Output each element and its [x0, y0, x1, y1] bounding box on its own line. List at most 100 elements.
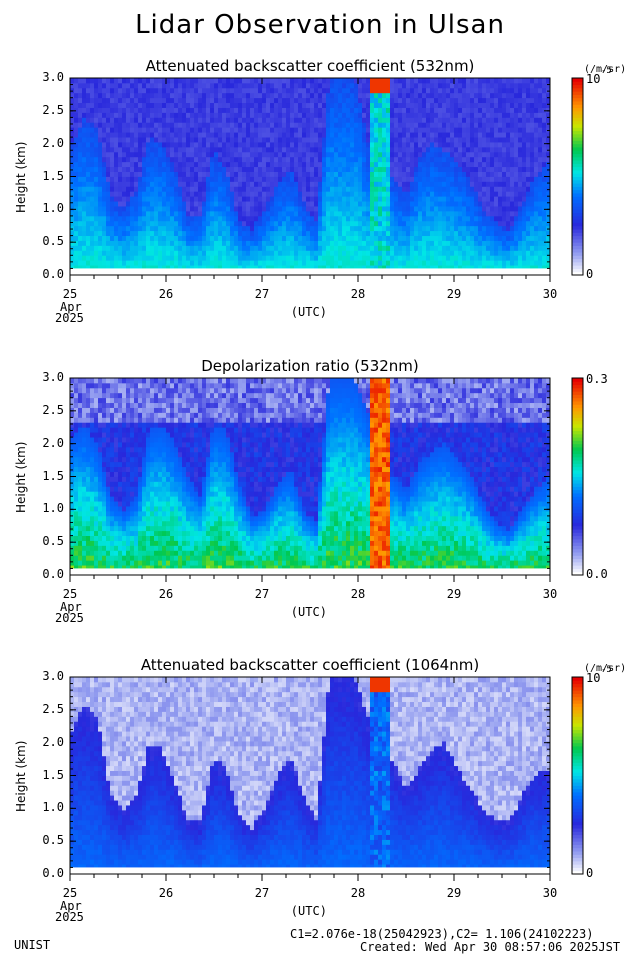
heatmap-cell — [402, 255, 407, 261]
heatmap-cell — [538, 201, 543, 207]
heatmap-cell — [506, 220, 511, 227]
heatmap-cell — [266, 82, 271, 89]
heatmap-cell — [490, 215, 495, 222]
heatmap-cell — [250, 220, 255, 227]
heatmap-cell — [74, 142, 79, 148]
heatmap-cell — [146, 235, 151, 241]
heatmap-cell — [502, 235, 507, 241]
heatmap-cell — [458, 87, 463, 94]
heatmap-cell — [94, 260, 99, 266]
heatmap-cell — [78, 486, 83, 492]
heatmap-cell — [90, 161, 95, 168]
heatmap-cell — [150, 82, 155, 89]
heatmap-cell — [398, 230, 403, 237]
heatmap-cell — [510, 102, 515, 108]
heatmap-cell — [418, 210, 423, 217]
heatmap-cell — [226, 166, 231, 172]
heatmap-cell — [146, 166, 151, 172]
heatmap-cell — [358, 235, 363, 241]
heatmap-cell — [366, 112, 371, 118]
heatmap-cell — [90, 240, 95, 246]
heatmap-cell — [174, 225, 179, 232]
heatmap-cell — [330, 82, 335, 89]
heatmap-cell — [346, 132, 351, 138]
heatmap-cell — [230, 137, 235, 143]
heatmap-cell — [418, 112, 423, 118]
heatmap-cell — [538, 127, 543, 133]
heatmap-cell — [338, 112, 343, 118]
heatmap-cell — [418, 220, 423, 227]
heatmap-cell — [438, 191, 443, 197]
heatmap-cell — [446, 107, 451, 113]
heatmap-cell — [526, 92, 531, 99]
heatmap-cell — [254, 225, 259, 232]
heatmap-cell — [266, 117, 271, 123]
heatmap-cell — [182, 137, 187, 143]
heatmap-cell — [314, 78, 319, 84]
heatmap-cell — [374, 117, 379, 123]
heatmap-cell — [190, 117, 195, 123]
heatmap-cell — [518, 201, 523, 207]
heatmap-cell — [342, 230, 347, 237]
heatmap-cell — [302, 97, 307, 104]
heatmap-cell — [494, 107, 499, 113]
heatmap-cell — [490, 235, 495, 241]
heatmap-cell — [434, 87, 439, 94]
heatmap-cell — [242, 112, 247, 118]
heatmap-cell — [462, 82, 467, 89]
heatmap-cell — [394, 161, 399, 168]
heatmap-cell — [262, 186, 267, 192]
heatmap-cell — [74, 255, 79, 261]
heatmap-cell — [158, 92, 163, 99]
heatmap-cell — [174, 87, 179, 94]
heatmap-cell — [254, 196, 259, 202]
heatmap-cell — [98, 230, 103, 237]
heatmap-cell — [282, 151, 287, 158]
heatmap-cell — [478, 225, 483, 232]
heatmap-cell — [206, 210, 211, 217]
heatmap-cell — [334, 265, 339, 271]
heatmap-cell — [522, 112, 527, 118]
heatmap-cell — [222, 196, 227, 202]
heatmap-cell — [106, 146, 111, 153]
heatmap-cell — [542, 78, 547, 84]
heatmap-cell — [394, 230, 399, 237]
heatmap-cell — [366, 225, 371, 232]
heatmap-cell — [290, 122, 295, 128]
heatmap-cell — [538, 210, 543, 217]
heatmap-cell — [362, 240, 367, 246]
heatmap-cell — [522, 206, 527, 212]
heatmap-cell — [182, 196, 187, 202]
heatmap-cell — [266, 107, 271, 113]
heatmap-cell — [386, 171, 391, 177]
heatmap-cell — [102, 171, 107, 177]
heatmap-cell — [470, 240, 475, 246]
heatmap-cell — [486, 206, 491, 212]
heatmap-cell — [354, 107, 359, 113]
heatmap-cell — [122, 255, 127, 261]
heatmap-cell — [530, 112, 535, 118]
heatmap-cell — [310, 240, 315, 246]
heatmap-cell — [198, 137, 203, 143]
heatmap-cell — [542, 142, 547, 148]
heatmap-cell — [522, 191, 527, 197]
heatmap-cell — [394, 215, 399, 222]
heatmap-cell — [534, 181, 539, 187]
heatmap-cell — [430, 210, 435, 217]
heatmap-cell — [330, 230, 335, 237]
heatmap-cell — [454, 240, 459, 246]
heatmap-cell — [262, 102, 267, 108]
heatmap-cell — [506, 206, 511, 212]
heatmap-cell — [310, 265, 315, 271]
heatmap-cell — [418, 265, 423, 271]
heatmap-cell — [102, 201, 107, 207]
heatmap-cell — [154, 127, 159, 133]
heatmap-cell — [434, 142, 439, 148]
heatmap-cell — [74, 78, 79, 84]
heatmap-cell — [190, 220, 195, 227]
heatmap-cell — [138, 78, 143, 84]
heatmap-cell — [454, 265, 459, 271]
heatmap-cell — [254, 112, 259, 118]
heatmap-cell — [186, 127, 191, 133]
heatmap-cell — [126, 191, 131, 197]
